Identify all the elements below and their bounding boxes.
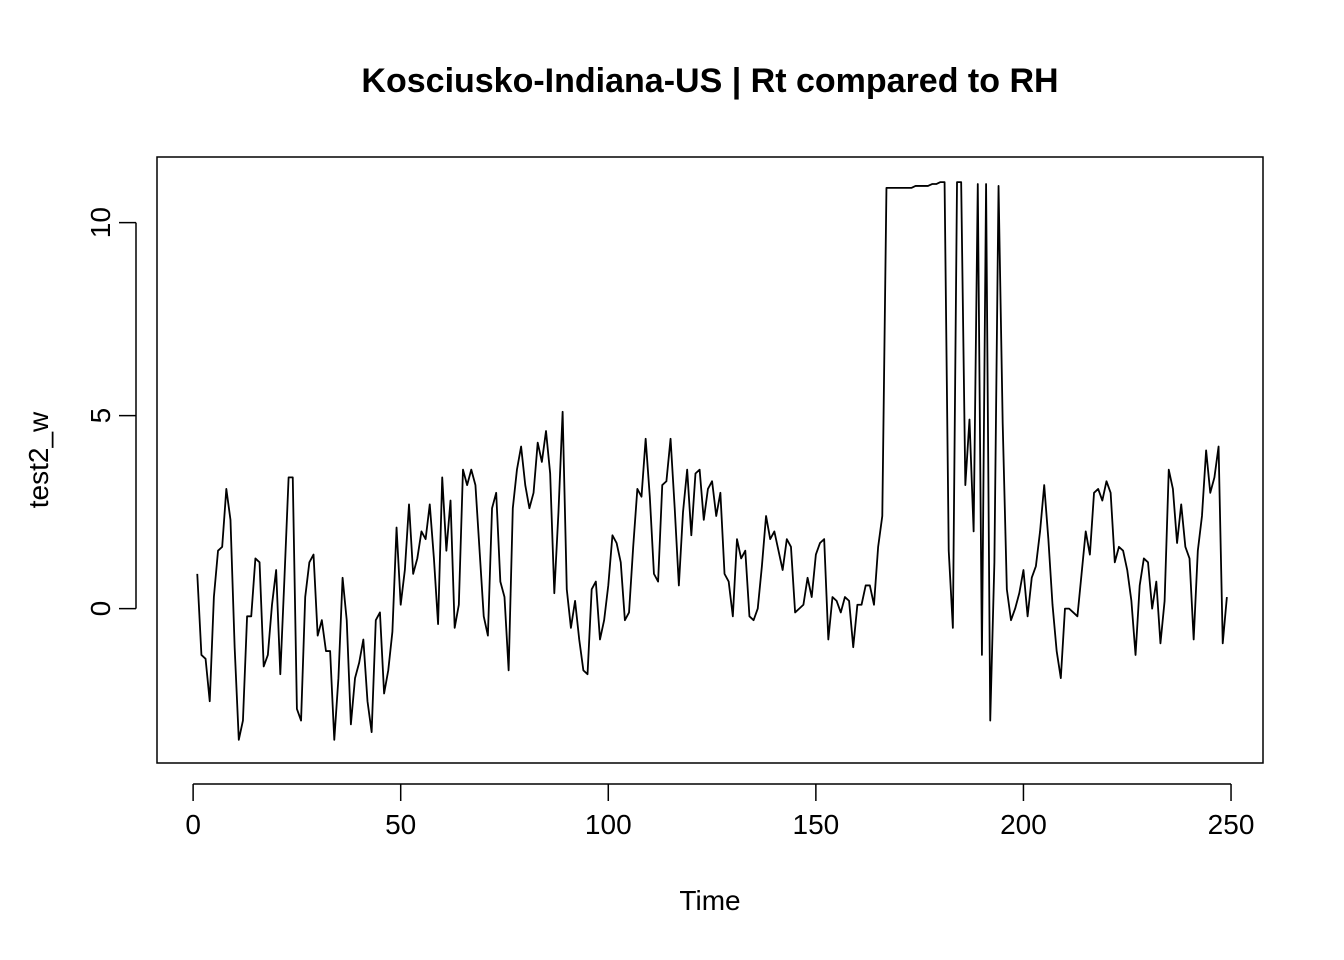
x-axis: 0 50 100 150 200 250: [185, 783, 1255, 840]
x-tick-label: 0: [185, 809, 201, 840]
x-axis-label: Time: [679, 885, 740, 916]
plot-area-border: [156, 156, 1264, 764]
y-axis: 0 5 10: [85, 207, 137, 617]
y-tick-label: 5: [85, 408, 116, 424]
y-tick-label: 0: [85, 601, 116, 617]
y-tick-label: 10: [85, 207, 116, 238]
x-tick-label: 50: [385, 809, 416, 840]
x-tick-label: 100: [585, 809, 632, 840]
y-axis-label: test2_w: [23, 411, 54, 508]
series-line: [196, 181, 1228, 741]
chart-title: Kosciusko-Indiana-US | Rt compared to RH: [361, 62, 1058, 100]
x-tick-label: 250: [1208, 809, 1255, 840]
x-tick-label: 150: [793, 809, 840, 840]
x-tick-label: 200: [1000, 809, 1047, 840]
